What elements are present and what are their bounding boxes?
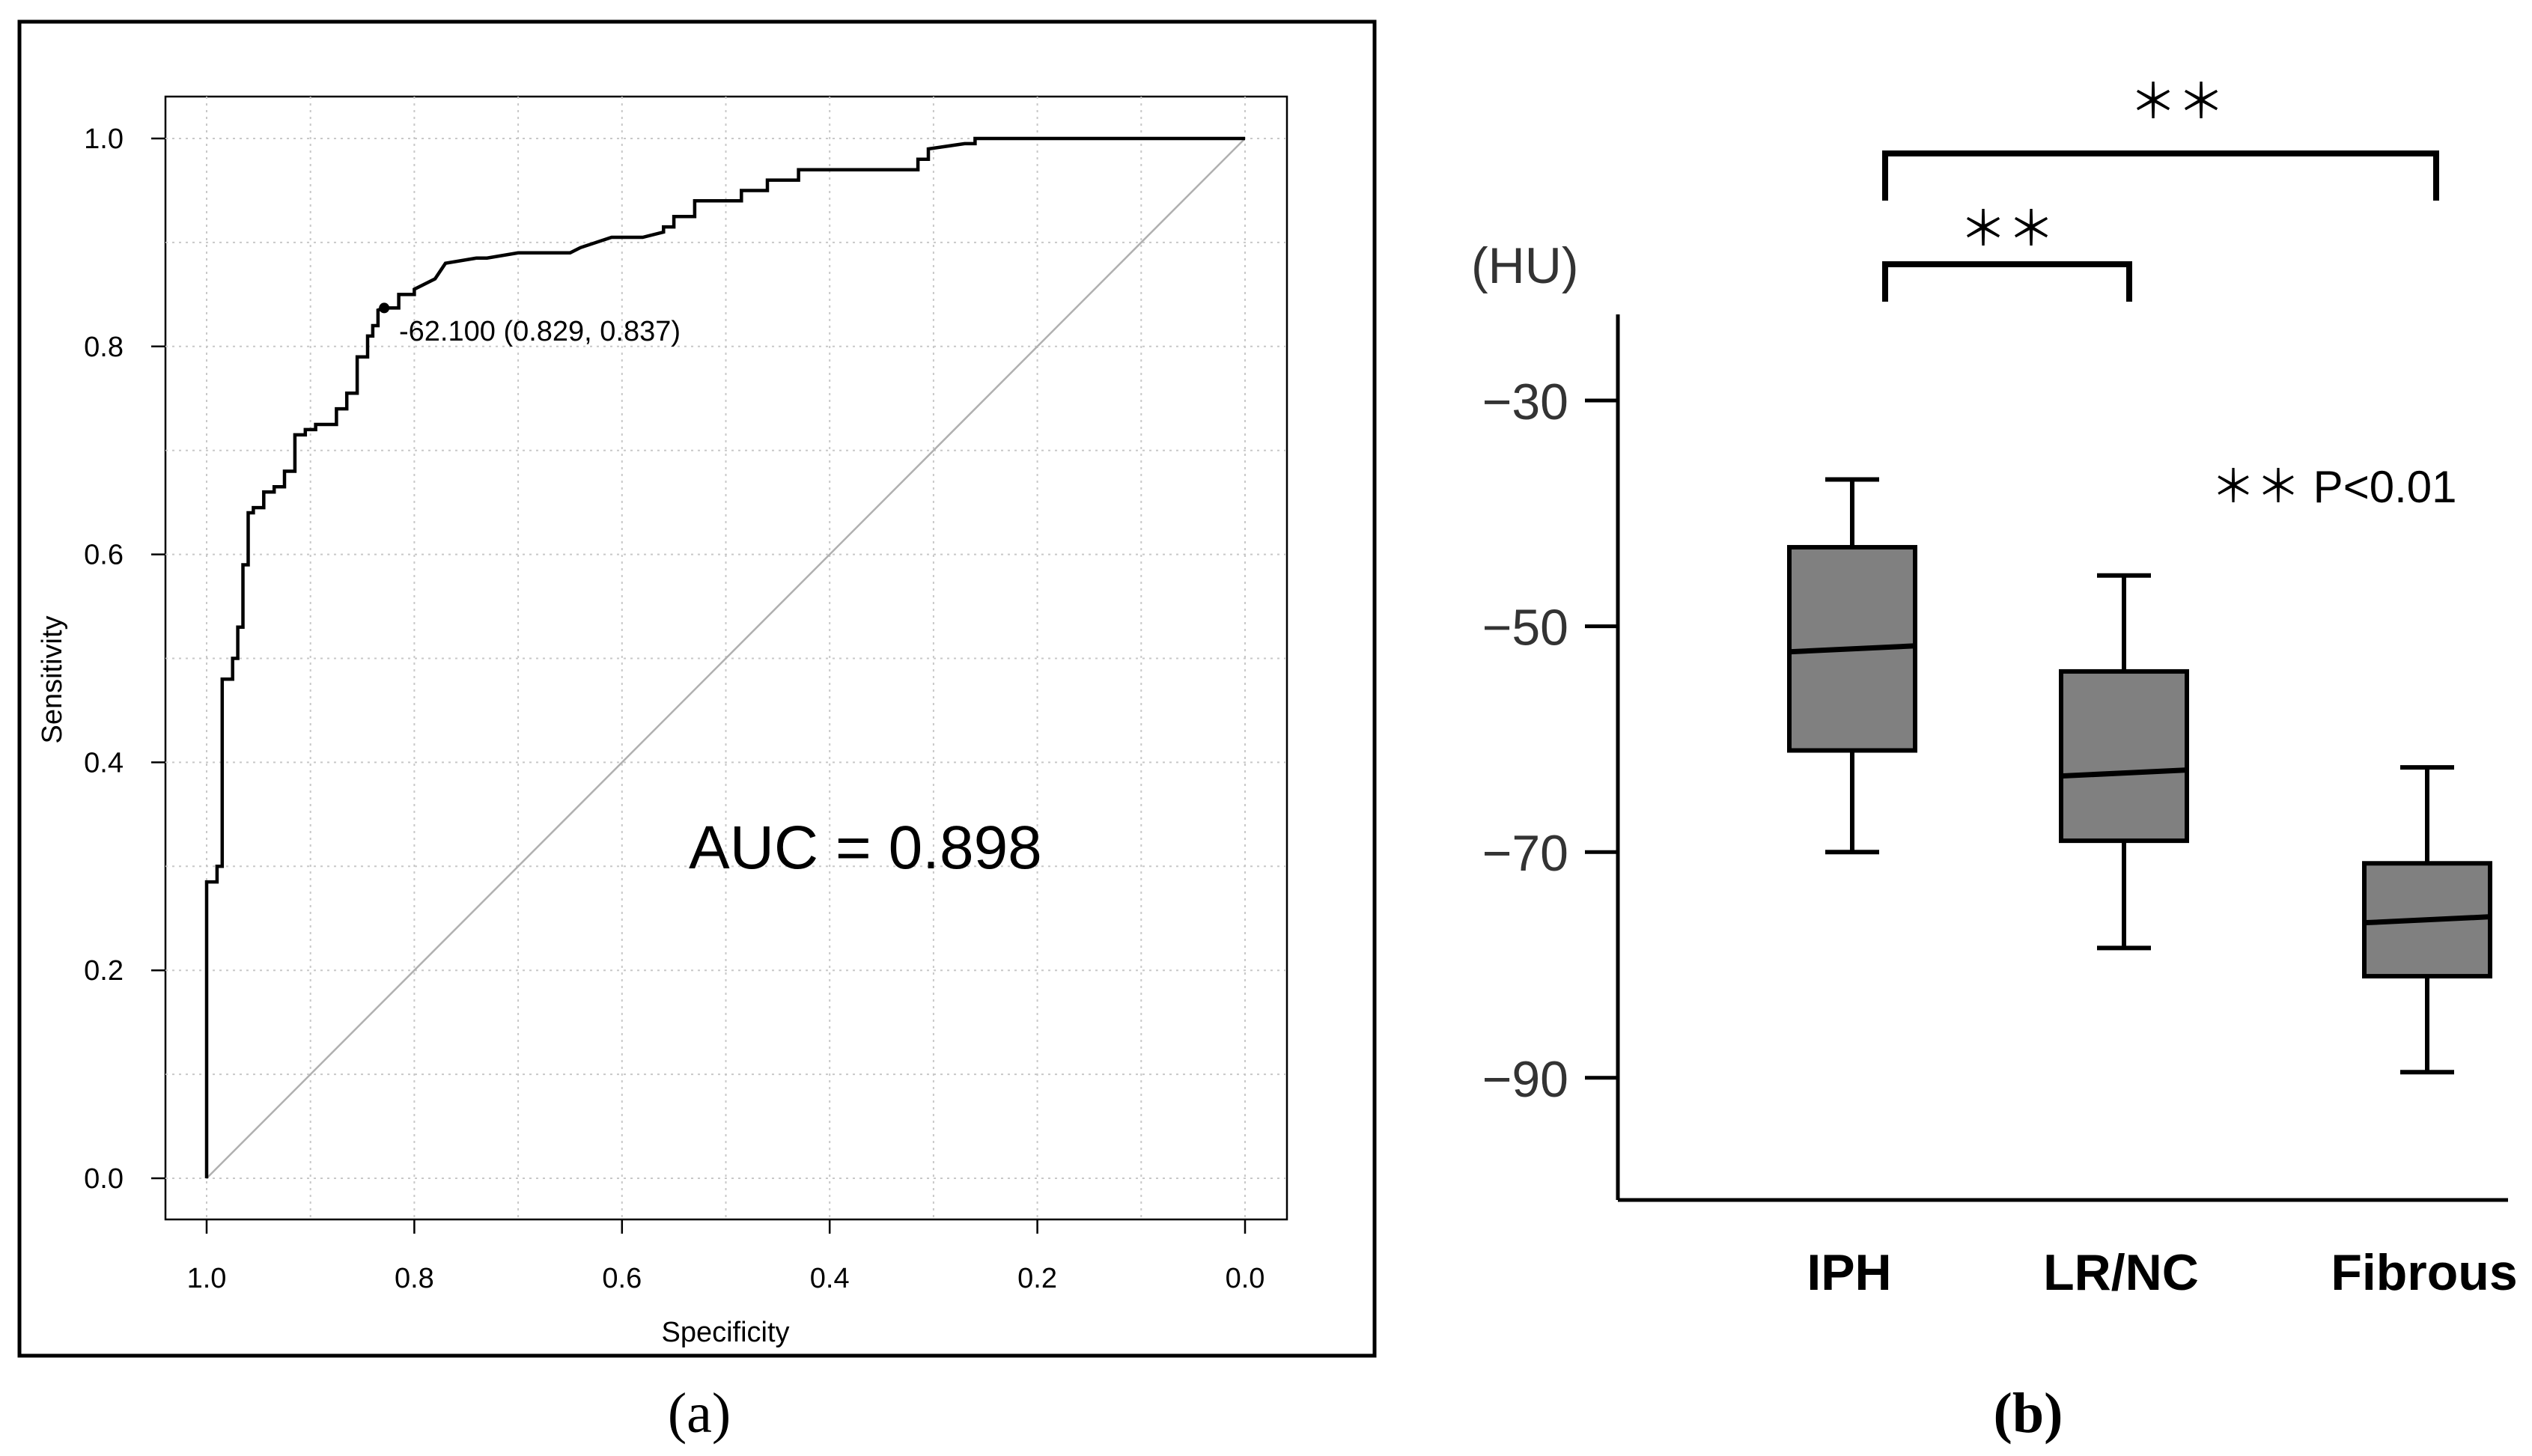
y-tick-label: −50	[1482, 600, 1568, 657]
roc-curve	[204, 136, 1245, 1178]
y-tick-label: 0.4	[84, 747, 124, 779]
x-tick-label: 0.0	[1226, 1263, 1265, 1294]
plot-b-axes: −30 −50 −70 −90	[1482, 374, 1618, 1108]
median-line	[1789, 643, 1916, 655]
bracket-iph-fibrous	[1882, 150, 2439, 201]
cutoff-annotation: -62.100 (0.829, 0.837)	[399, 316, 681, 347]
panel-b-caption: (b)	[1994, 1382, 2063, 1445]
y-tick-label: 0.6	[84, 540, 124, 571]
auc-label: AUC = 0.898	[689, 814, 1042, 882]
category-label: LR/NC	[2043, 1244, 2199, 1301]
x-tick-label: 0.6	[602, 1263, 642, 1294]
y-axis-label-sensitivity: Sensitivity	[37, 615, 68, 743]
box-iph	[1787, 477, 1917, 855]
bracket-iph-lrnc	[1882, 261, 2132, 302]
box-lr-nc	[2059, 573, 2189, 951]
y-tick-label: 0.2	[84, 955, 124, 987]
x-axis-label-specificity: Specificity	[661, 1317, 789, 1348]
category-label: Fibrous	[2331, 1244, 2517, 1301]
panel-a-roc: 1.0 0.8 0.6 0.4 0.2 0.0 0.0 0.2 0.4 0.6 0.8 1.0 -62…	[17, 19, 1377, 1445]
y-tick-label: 1.0	[84, 124, 124, 155]
box-iqr	[2059, 668, 2189, 844]
y-tick-label: −30	[1482, 374, 1568, 430]
significance-legend: ＊＊ P<0.01	[2211, 462, 2457, 512]
category-labels: IPH LR/NC Fibrous	[1807, 1244, 2517, 1301]
y-tick-label: −90	[1482, 1051, 1568, 1108]
reference-diagonal-line	[206, 138, 1246, 1179]
y-tick-label: 0.0	[84, 1163, 124, 1195]
category-label: IPH	[1807, 1244, 1891, 1301]
unit-label-hu: (HU)	[1471, 237, 1579, 294]
cutoff-point-marker	[379, 302, 390, 314]
panel-b-boxplot: −30 −50 −70 −90 IPH LR/NC Fibrous (HU) ＊＊ ＊＊ …	[1471, 75, 2518, 1445]
x-tick-label: 0.2	[1017, 1263, 1057, 1294]
x-tick-label: 0.4	[810, 1263, 850, 1294]
box-series	[1787, 477, 2492, 1075]
x-tick-label: 0.8	[395, 1263, 434, 1294]
median-line	[2364, 914, 2491, 926]
plot-a-axes: 1.0 0.8 0.6 0.4 0.2 0.0 0.0 0.2 0.4 0.6 0.8 1.0	[84, 124, 1265, 1294]
significance-marker-iph-lrnc: ＊＊	[1959, 202, 2055, 256]
box-fibrous	[2362, 765, 2492, 1075]
panel-a-caption: (a)	[668, 1382, 731, 1445]
y-tick-label: 0.8	[84, 332, 124, 363]
median-line	[2060, 767, 2188, 779]
y-tick-label: −70	[1482, 825, 1568, 882]
panel-a-frame	[17, 19, 1377, 1358]
significance-marker-iph-fibrous: ＊＊	[2129, 75, 2225, 129]
x-tick-label: 1.0	[187, 1263, 227, 1294]
